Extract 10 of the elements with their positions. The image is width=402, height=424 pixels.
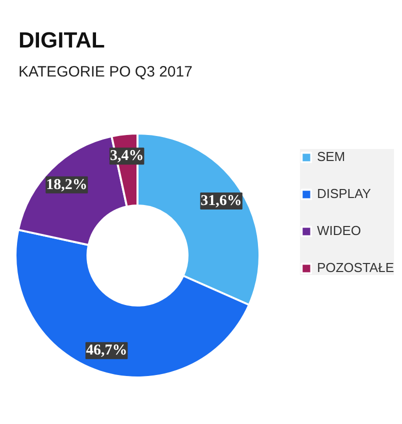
legend-label: SEM xyxy=(316,149,346,164)
chart-title: DIGITAL xyxy=(18,28,105,52)
data-label: 3,4% xyxy=(110,148,144,164)
data-label: 46,7% xyxy=(86,342,128,359)
legend-label: WIDEO xyxy=(316,223,361,238)
data-label: 31,6% xyxy=(200,192,242,209)
chart-subtitle: KATEGORIE PO Q3 2017 xyxy=(18,64,192,80)
data-label: 18,2% xyxy=(46,176,88,193)
legend-label: DISPLAY xyxy=(316,186,371,201)
legend-label: POZOSTAŁE xyxy=(316,260,394,275)
